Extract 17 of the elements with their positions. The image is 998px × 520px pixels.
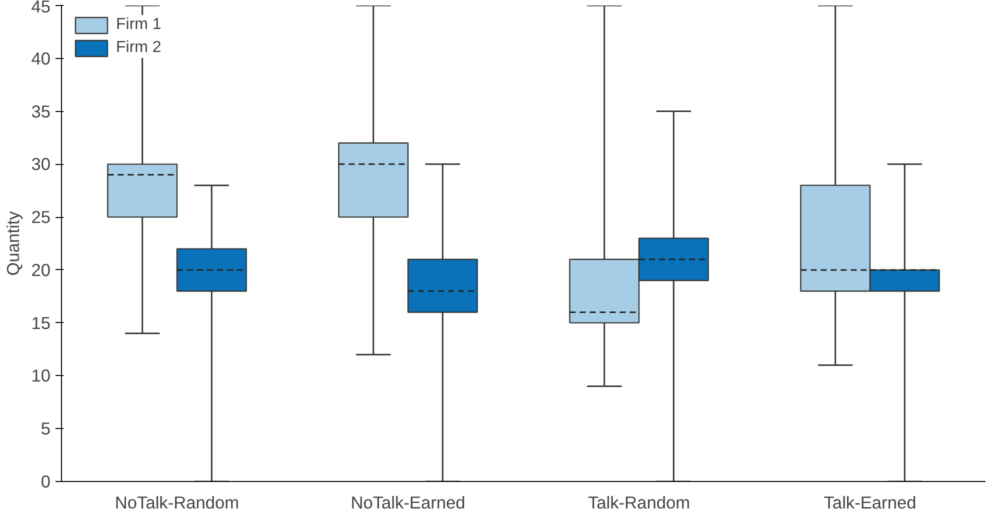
x-tick-label: Talk-Random [588, 492, 690, 512]
x-tick-label: NoTalk-Random [114, 492, 240, 512]
x-tick-label: Talk-Earned [824, 492, 916, 512]
y-axis-title: Quantity [3, 210, 24, 276]
x-tick-label: NoTalk-Earned [350, 492, 466, 512]
y-tick-label: 5 [40, 418, 51, 439]
y-tick-label: 25 [31, 207, 51, 228]
legend-label: Firm 1 [116, 16, 162, 34]
y-tick-label: 10 [31, 366, 51, 386]
y-tick-label: 40 [31, 48, 51, 68]
y-tick-label: 0 [40, 472, 51, 492]
y-tick-label: 15 [31, 312, 51, 333]
y-tick-label: 30 [31, 154, 51, 174]
legend-label: Firm 2 [116, 39, 162, 57]
y-tick-label: 20 [31, 260, 51, 280]
y-tick-label: 35 [31, 101, 51, 122]
y-tick-label: 45 [31, 0, 51, 16]
